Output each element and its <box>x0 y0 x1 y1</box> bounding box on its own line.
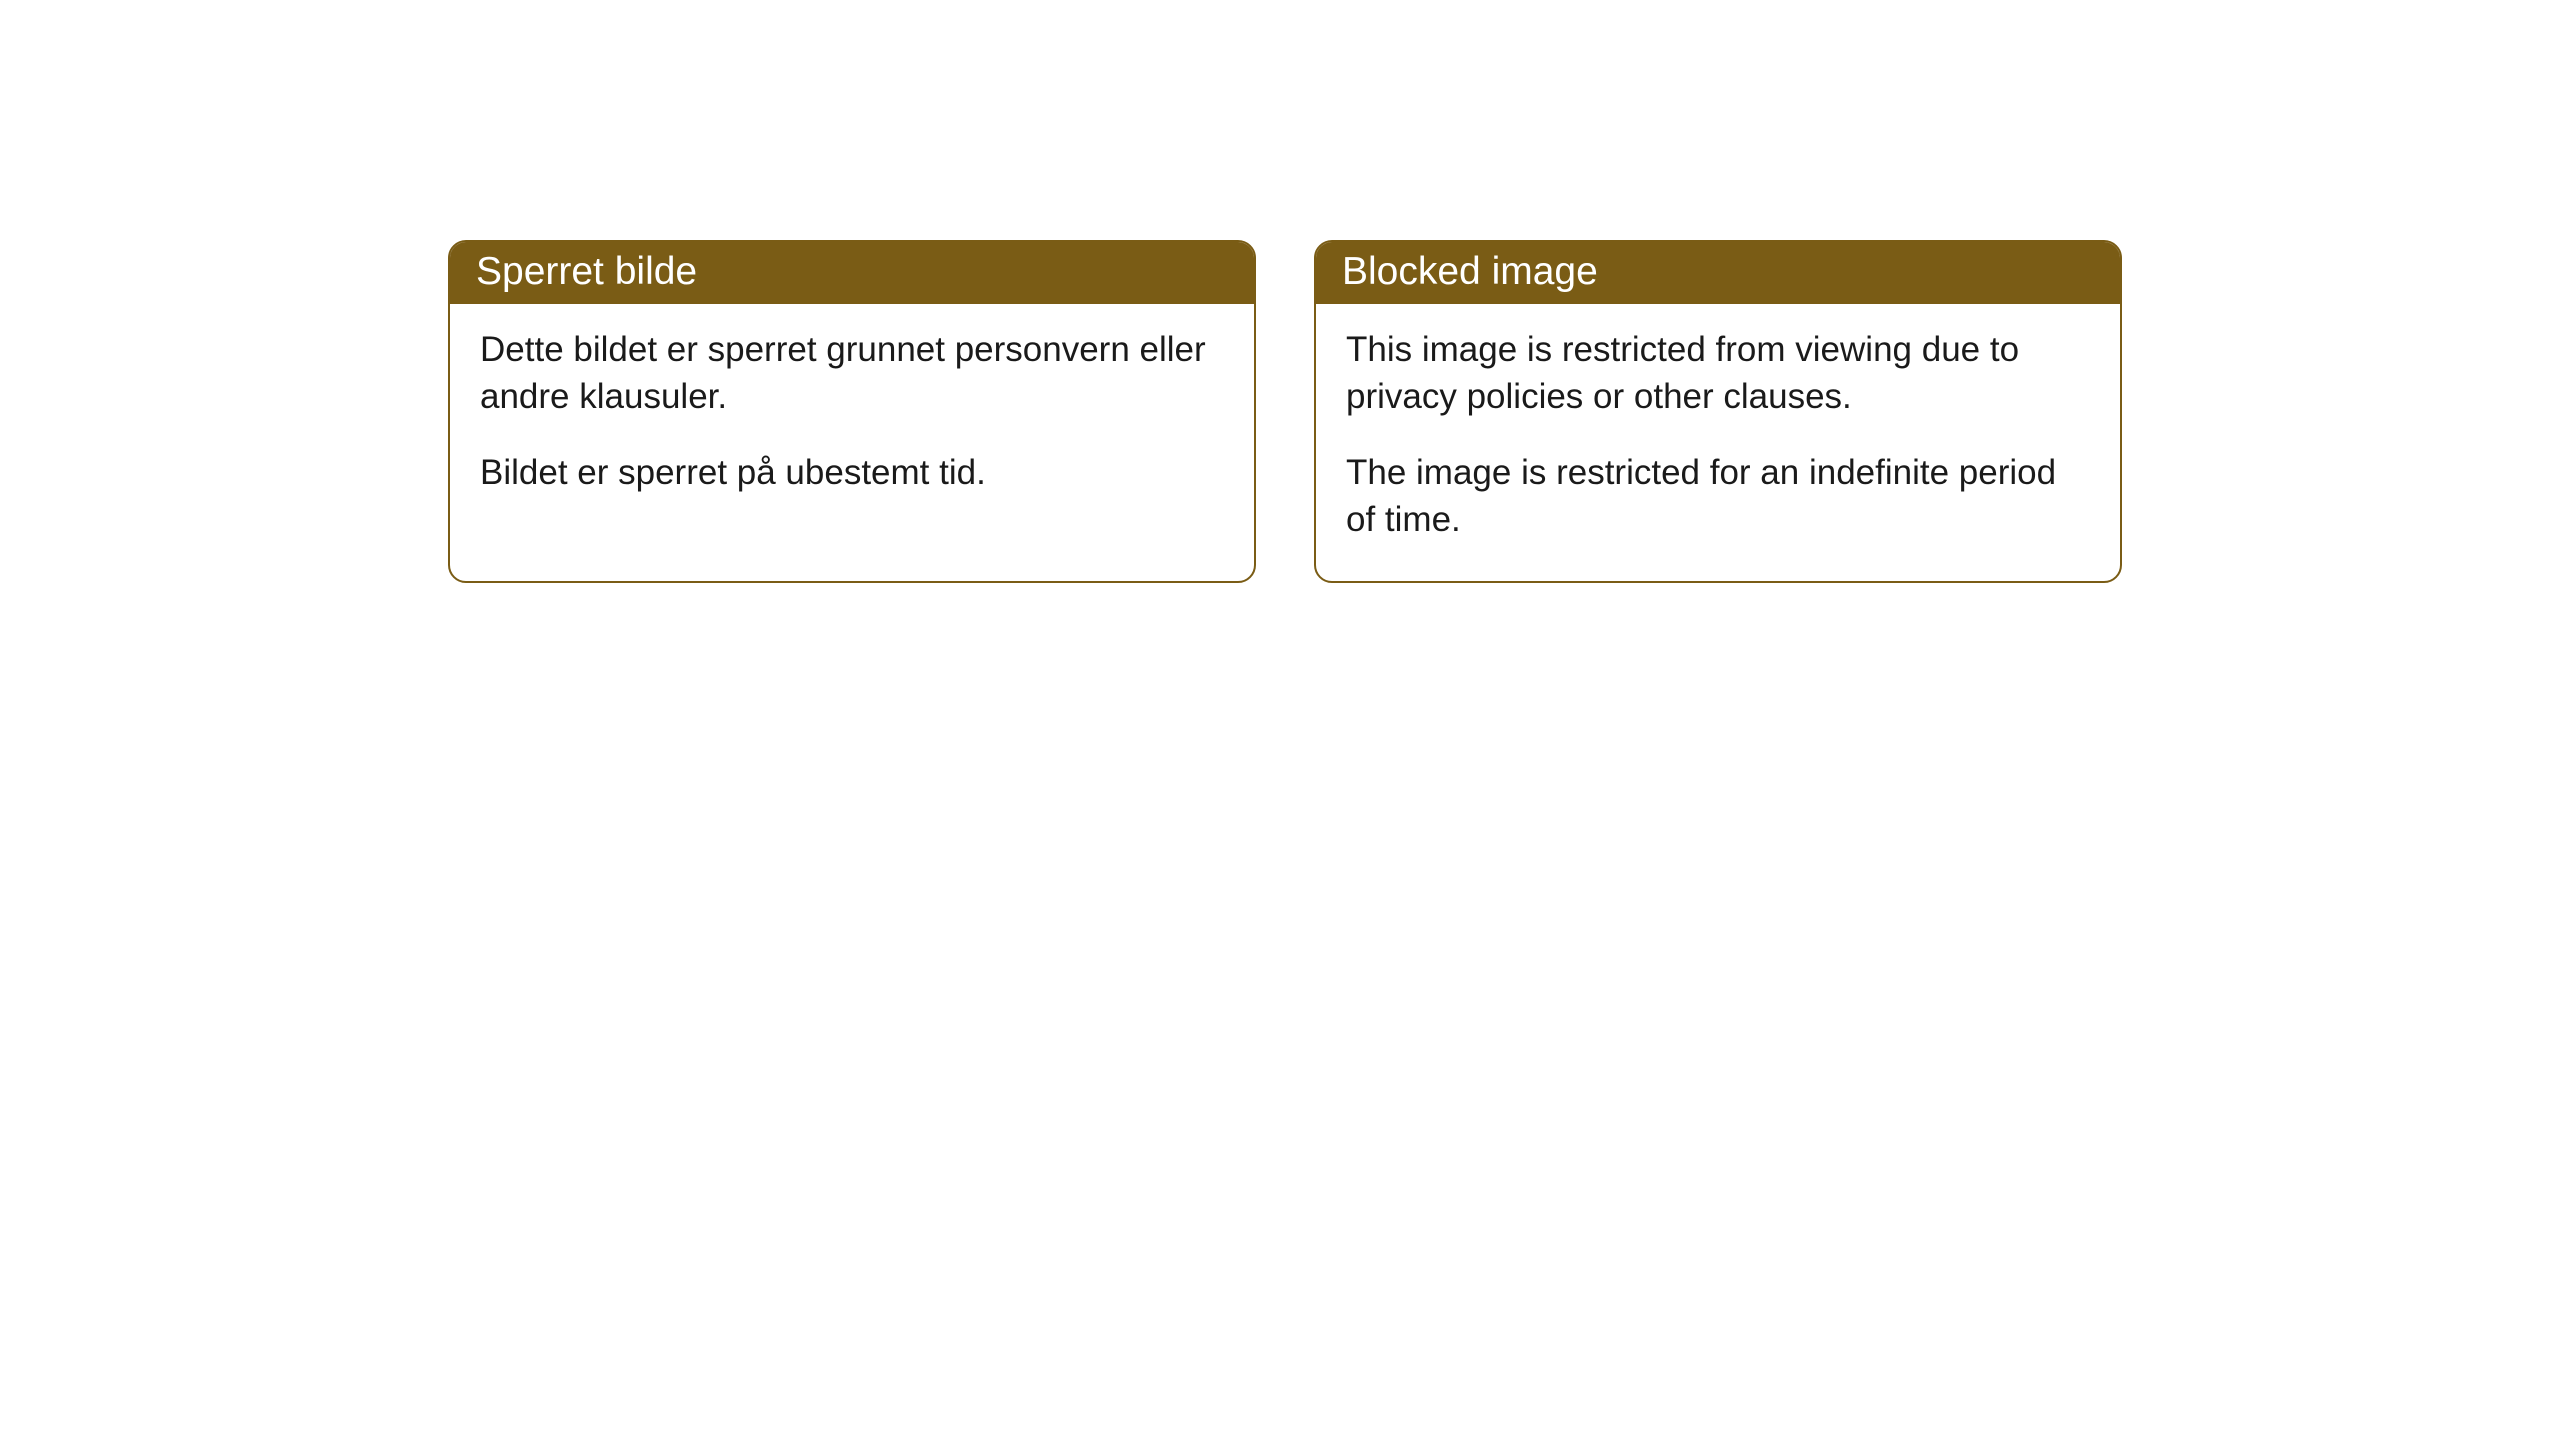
card-para1-en: This image is restricted from viewing du… <box>1346 326 2090 421</box>
notice-container: Sperret bilde Dette bildet er sperret gr… <box>448 240 2122 583</box>
card-body-en: This image is restricted from viewing du… <box>1316 304 2120 581</box>
card-header-no: Sperret bilde <box>450 242 1254 304</box>
card-body-no: Dette bildet er sperret grunnet personve… <box>450 304 1254 534</box>
card-para2-en: The image is restricted for an indefinit… <box>1346 449 2090 544</box>
blocked-image-card-no: Sperret bilde Dette bildet er sperret gr… <box>448 240 1256 583</box>
card-para2-no: Bildet er sperret på ubestemt tid. <box>480 449 1224 496</box>
card-para1-no: Dette bildet er sperret grunnet personve… <box>480 326 1224 421</box>
blocked-image-card-en: Blocked image This image is restricted f… <box>1314 240 2122 583</box>
card-header-en: Blocked image <box>1316 242 2120 304</box>
